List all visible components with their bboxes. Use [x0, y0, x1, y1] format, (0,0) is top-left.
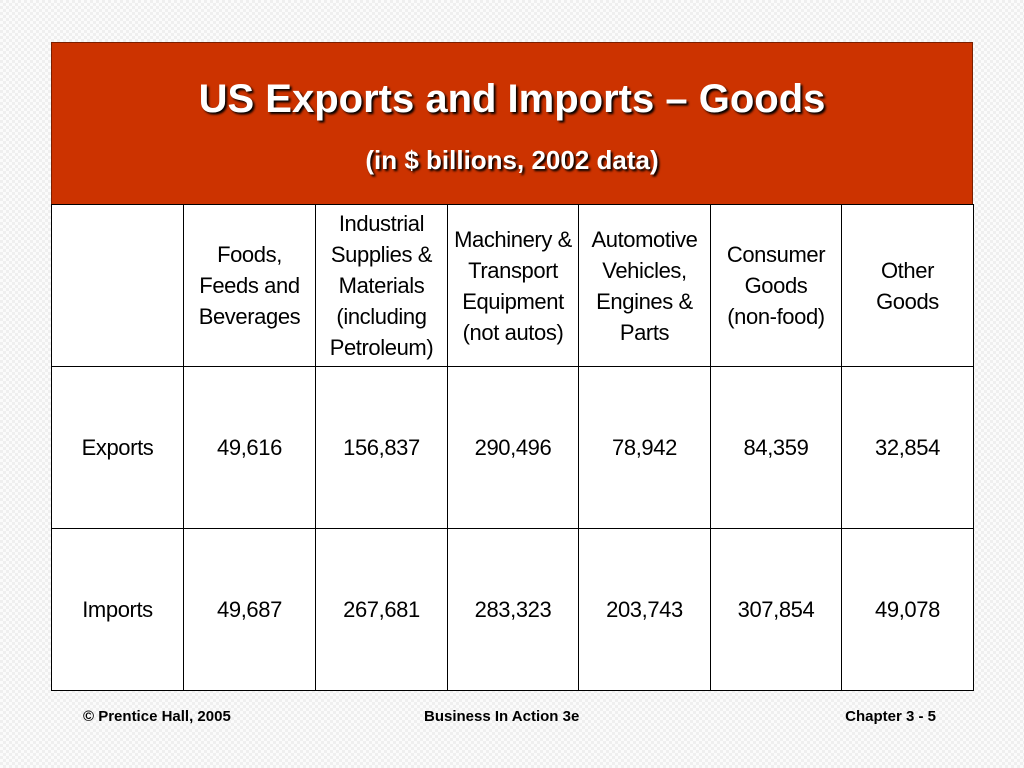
table-row-exports: Exports 49,616 156,837 290,496 78,942 84… [51, 366, 974, 529]
footer-book-title: Business In Action 3e [424, 708, 580, 725]
header-cell-industrial: Industrial Supplies & Materials (includi… [315, 204, 448, 367]
row-label: Exports [51, 366, 184, 529]
table-cell: 267,681 [315, 528, 448, 691]
slide: US Exports and Imports – Goods (in $ bil… [51, 42, 974, 692]
row-label: Imports [51, 528, 184, 691]
header-cell-consumer: Consumer Goods (non-food) [710, 204, 842, 367]
header-cell-other: Other Goods [841, 204, 974, 367]
title-banner: US Exports and Imports – Goods (in $ bil… [51, 42, 973, 205]
table-header-row: Foods, Feeds and Beverages Industrial Su… [51, 204, 974, 367]
header-cell-foods: Foods, Feeds and Beverages [183, 204, 316, 367]
header-cell-automotive: Automotive Vehicles, Engines & Parts [578, 204, 711, 367]
table-cell: 307,854 [710, 528, 842, 691]
table-cell: 49,078 [841, 528, 974, 691]
table-cell: 49,616 [183, 366, 316, 529]
table-cell: 49,687 [183, 528, 316, 691]
header-label: Foods, Feeds and Beverages [198, 242, 301, 329]
footer-copyright: © Prentice Hall, 2005 [83, 708, 231, 725]
table-cell: 84,359 [710, 366, 842, 529]
trade-table: Foods, Feeds and Beverages Industrial Su… [51, 204, 974, 691]
header-label: Industrial Supplies & Materials (includi… [329, 211, 434, 360]
slide-title: US Exports and Imports – Goods [198, 77, 826, 121]
footer-chapter: Chapter 3 - 5 [845, 708, 936, 725]
table-row-imports: Imports 49,687 267,681 283,323 203,743 3… [51, 528, 974, 691]
table-cell: 283,323 [447, 528, 579, 691]
header-cell-machinery: Machinery & Transport Equipment (not aut… [447, 204, 579, 367]
table-cell: 78,942 [578, 366, 711, 529]
table-cell: 156,837 [315, 366, 448, 529]
header-label: Automotive Vehicles, Engines & Parts [591, 226, 698, 345]
table-cell: 290,496 [447, 366, 579, 529]
table-cell: 32,854 [841, 366, 974, 529]
header-label: Other Goods [876, 257, 939, 314]
header-label: Machinery & Transport Equipment (not aut… [454, 226, 572, 345]
table-cell: 203,743 [578, 528, 711, 691]
header-cell-empty [51, 204, 184, 367]
slide-subtitle: (in $ billions, 2002 data) [365, 145, 659, 175]
header-label: Consumer Goods (non-food) [726, 242, 826, 329]
